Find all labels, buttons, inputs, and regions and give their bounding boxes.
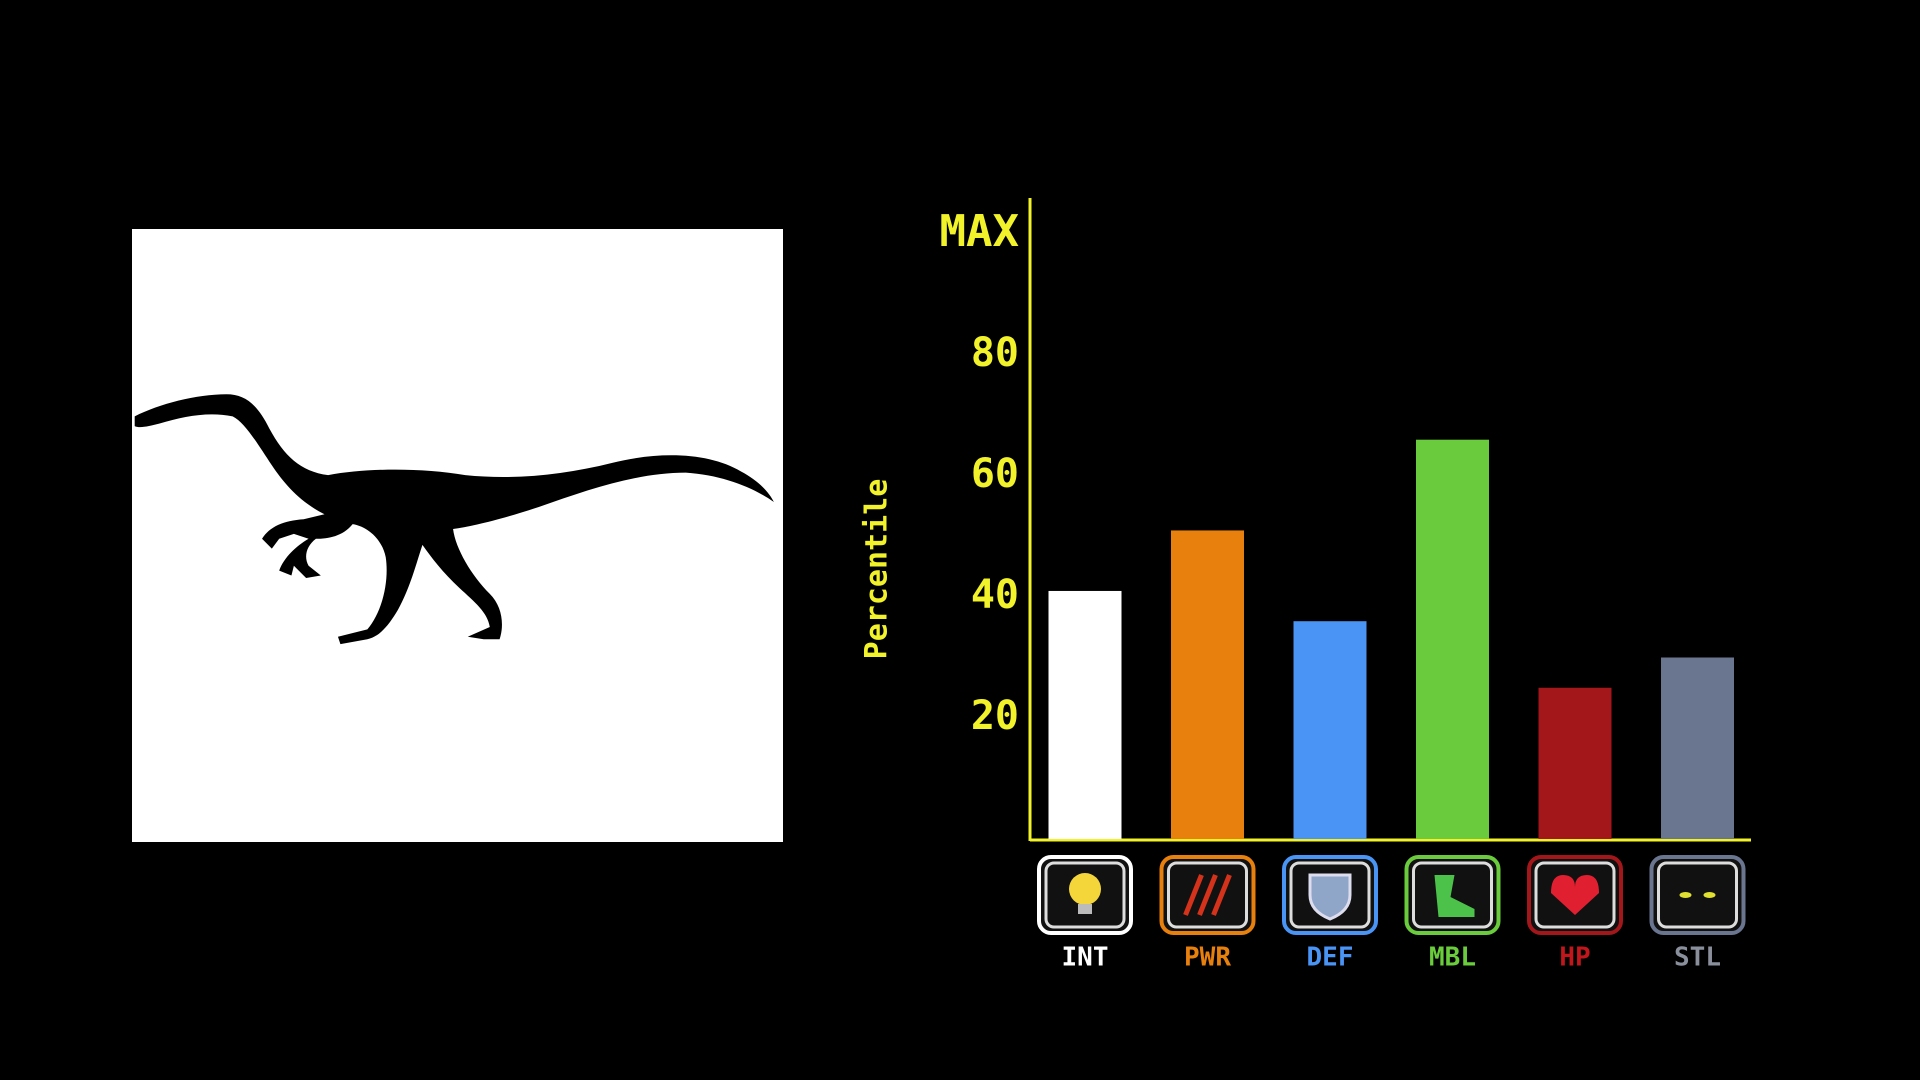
x-tick-label: PWR xyxy=(1184,943,1231,973)
bar xyxy=(1416,439,1489,839)
icon-inner-frame xyxy=(1289,861,1371,929)
icon-inner-frame xyxy=(1657,861,1738,929)
y-tick-label: 60 xyxy=(971,451,1019,497)
y-tick-label: 40 xyxy=(971,572,1019,618)
x-tick-label: DEF xyxy=(1307,943,1354,973)
y-tick-label: 20 xyxy=(971,693,1019,739)
stat-icon xyxy=(1404,855,1501,935)
icon-frame xyxy=(1404,855,1501,935)
bar xyxy=(1538,687,1612,839)
bulb xyxy=(1069,873,1101,905)
claw xyxy=(1197,874,1218,916)
stat-icon xyxy=(1037,855,1133,935)
x-tick-label: STL xyxy=(1674,943,1721,973)
y-tick-label: 80 xyxy=(971,330,1019,376)
stat-icon xyxy=(1527,855,1623,935)
bar xyxy=(1171,530,1244,839)
icon-inner-frame xyxy=(1167,861,1248,929)
claw xyxy=(1183,874,1204,916)
eye xyxy=(1679,892,1692,898)
image-panel xyxy=(132,229,783,842)
claw xyxy=(1211,874,1232,916)
bar xyxy=(1661,657,1734,839)
stat-icon xyxy=(1282,855,1378,935)
bulb-base xyxy=(1078,904,1092,914)
stat-icon xyxy=(1159,855,1256,935)
bar xyxy=(1293,621,1367,839)
x-tick-label: MBL xyxy=(1429,943,1476,973)
x-tick-label: HP xyxy=(1559,943,1590,973)
bar xyxy=(1048,590,1122,839)
icon-frame xyxy=(1649,855,1746,935)
dinosaur-silhouette xyxy=(134,394,774,645)
shield xyxy=(1308,873,1352,921)
y-tick-label: MAX xyxy=(940,206,1019,257)
icon-inner-frame xyxy=(1534,861,1616,929)
icon-inner-frame xyxy=(1412,861,1493,929)
y-axis-label: Percentile xyxy=(860,479,895,660)
x-tick-label: INT xyxy=(1062,943,1109,973)
icon-inner-frame xyxy=(1044,861,1126,929)
boot xyxy=(1434,875,1475,917)
heart xyxy=(1551,875,1599,915)
stat-icon xyxy=(1649,855,1746,935)
eye xyxy=(1703,892,1716,898)
